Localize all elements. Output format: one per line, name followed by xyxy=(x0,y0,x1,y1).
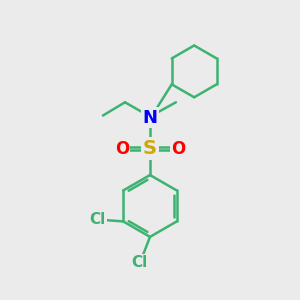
Text: Cl: Cl xyxy=(132,255,148,270)
Text: S: S xyxy=(143,139,157,158)
Text: O: O xyxy=(171,140,185,158)
Text: N: N xyxy=(142,109,158,127)
Text: O: O xyxy=(115,140,129,158)
Text: Cl: Cl xyxy=(89,212,105,227)
